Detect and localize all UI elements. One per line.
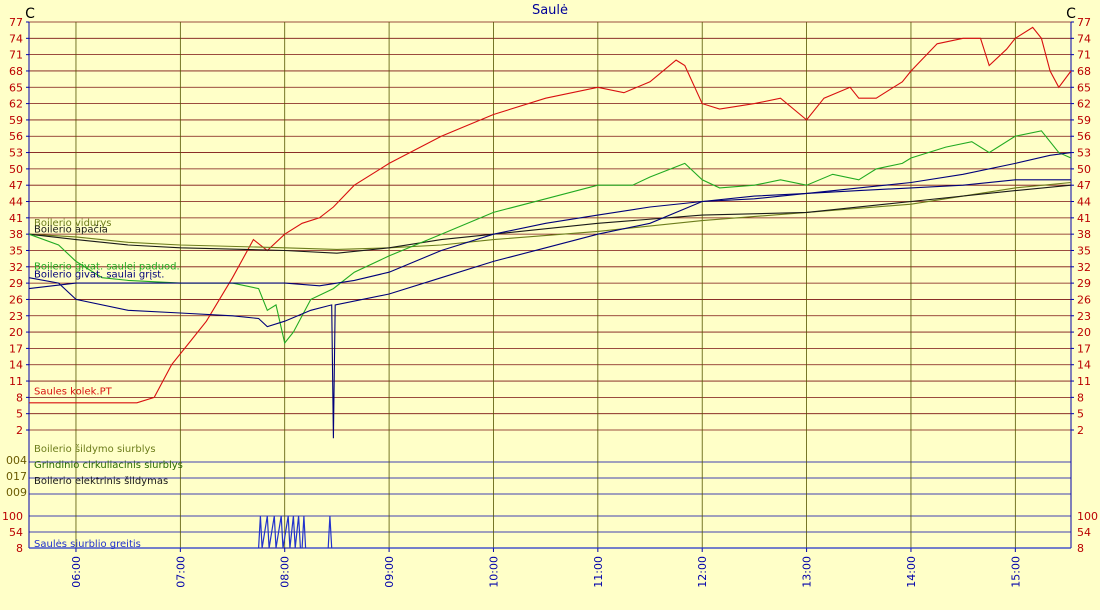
y-tick-label-left: 11 bbox=[9, 375, 23, 388]
y-tick-label-left: 20 bbox=[9, 326, 23, 339]
y-tick-label-left: 5 bbox=[16, 408, 23, 421]
series-label-1: Boilerio vidurys bbox=[34, 218, 112, 229]
y-tick-label-right: 17 bbox=[1077, 342, 1091, 355]
y-tick-label-left: 59 bbox=[9, 114, 23, 127]
y-tick-label-left: 29 bbox=[9, 277, 23, 290]
series-labels: Boilerio šildymo siurblys Grindinio cirku… bbox=[34, 218, 183, 550]
y-tick-label-left: 2 bbox=[16, 424, 23, 437]
digital-series-label: Boilerio šildymo siurblys bbox=[34, 443, 156, 455]
right-unit-label: C bbox=[1066, 6, 1076, 22]
left-unit-label: C bbox=[25, 6, 35, 22]
y-tick-label-right: 11 bbox=[1077, 375, 1091, 388]
series-line-3 bbox=[28, 130, 1072, 345]
series-line-2 bbox=[28, 184, 1072, 254]
y-tick-label-right: 23 bbox=[1077, 310, 1091, 323]
y-tick-label-left: 56 bbox=[9, 130, 23, 143]
y-tick-label-left: 23 bbox=[9, 310, 23, 323]
y-tick-label-right: 62 bbox=[1077, 98, 1091, 111]
grid bbox=[29, 21, 1071, 549]
series-line-1 bbox=[28, 181, 1072, 250]
digital-row-value: 017 bbox=[6, 470, 27, 483]
speed-tick-label-right: 8 bbox=[1077, 542, 1084, 555]
series-label-3: Boilerio givat. saulei paduod. bbox=[34, 262, 180, 273]
digital-series-label: Boilerio elektrinis šildymas bbox=[34, 475, 168, 487]
y-tick-label-right: 59 bbox=[1077, 114, 1091, 127]
y-tick-label-right: 2 bbox=[1077, 424, 1084, 437]
y-tick-label-right: 47 bbox=[1077, 179, 1091, 192]
digital-row-value: 004 bbox=[6, 454, 27, 467]
series-line-5 bbox=[28, 179, 1071, 290]
y-tick-label-left: 65 bbox=[9, 81, 23, 94]
y-tick-label-left: 14 bbox=[9, 359, 23, 372]
pump-speed-line bbox=[29, 515, 1071, 549]
y-tick-label-right: 53 bbox=[1077, 147, 1091, 160]
x-tick-label: 11:00 bbox=[592, 556, 605, 588]
y-tick-label-left: 32 bbox=[9, 261, 23, 274]
y-tick-label-right: 77 bbox=[1077, 16, 1091, 29]
y-tick-label-left: 47 bbox=[9, 179, 23, 192]
speed-tick-label-right: 54 bbox=[1077, 526, 1091, 539]
y-tick-label-right: 44 bbox=[1077, 196, 1091, 209]
y-tick-label-right: 5 bbox=[1077, 408, 1084, 421]
series-label-4: Boilerio givat. saulai grįst. bbox=[34, 270, 164, 281]
digital-series-label: Grindinio cirkuliacinis siurblys bbox=[34, 460, 183, 471]
speed-tick-label-left: 8 bbox=[16, 542, 23, 555]
y-tick-label-right: 26 bbox=[1077, 293, 1091, 306]
x-tick-label: 14:00 bbox=[905, 556, 918, 588]
y-tick-label-left: 74 bbox=[9, 32, 23, 45]
x-tick-label: 09:00 bbox=[383, 556, 396, 588]
y-tick-label-left: 68 bbox=[9, 65, 23, 78]
y-tick-label-left: 53 bbox=[9, 147, 23, 160]
y-tick-label-right: 50 bbox=[1077, 163, 1091, 176]
y-tick-label-right: 71 bbox=[1077, 49, 1091, 62]
y-tick-label-left: 44 bbox=[9, 196, 23, 209]
x-tick-label: 13:00 bbox=[801, 556, 814, 588]
series-line-0 bbox=[29, 26, 1072, 404]
speed-tick-label-right: 100 bbox=[1077, 510, 1098, 523]
series-label-0: Saules kolek.PT bbox=[34, 387, 113, 398]
x-tick-label: 15:00 bbox=[1009, 556, 1022, 588]
x-tick-label: 07:00 bbox=[174, 556, 187, 588]
chart-title: Saulė bbox=[532, 3, 568, 18]
y-tick-label-left: 26 bbox=[9, 293, 23, 306]
y-tick-label-left: 8 bbox=[16, 391, 23, 404]
y-tick-label-right: 41 bbox=[1077, 212, 1091, 225]
y-tick-label-right: 29 bbox=[1077, 277, 1091, 290]
y-tick-label-left: 41 bbox=[9, 212, 23, 225]
y-tick-label-right: 56 bbox=[1077, 130, 1091, 143]
pump-speed-label: Saulės siurblio greitis bbox=[34, 539, 141, 550]
x-tick-label: 12:00 bbox=[696, 556, 709, 588]
y-tick-label-right: 74 bbox=[1077, 32, 1091, 45]
digital-row-value: 009 bbox=[6, 486, 27, 499]
x-tick-label: 10:00 bbox=[487, 556, 500, 588]
y-tick-label-left: 50 bbox=[9, 163, 23, 176]
y-tick-label-left: 77 bbox=[9, 16, 23, 29]
speed-tick-label-left: 54 bbox=[9, 526, 23, 539]
y-tick-label-right: 38 bbox=[1077, 228, 1091, 241]
y-tick-label-right: 35 bbox=[1077, 244, 1091, 257]
series-lines bbox=[28, 26, 1072, 549]
y-tick-label-left: 17 bbox=[9, 342, 23, 355]
y-tick-label-right: 68 bbox=[1077, 65, 1091, 78]
x-tick-label: 08:00 bbox=[279, 556, 292, 588]
y-tick-label-left: 71 bbox=[9, 49, 23, 62]
y-tick-label-right: 65 bbox=[1077, 81, 1091, 94]
y-tick-label-right: 14 bbox=[1077, 359, 1091, 372]
y-tick-label-right: 20 bbox=[1077, 326, 1091, 339]
speed-tick-label-left: 100 bbox=[2, 510, 23, 523]
y-tick-label-left: 38 bbox=[9, 228, 23, 241]
y-tick-label-right: 8 bbox=[1077, 391, 1084, 404]
y-tick-label-left: 35 bbox=[9, 244, 23, 257]
series-line-4 bbox=[28, 152, 1072, 439]
y-tick-label-right: 32 bbox=[1077, 261, 1091, 274]
series-label-2: Boilerio apačia bbox=[34, 224, 108, 236]
y-tick-label-left: 62 bbox=[9, 98, 23, 111]
x-tick-label: 06:00 bbox=[70, 556, 83, 588]
